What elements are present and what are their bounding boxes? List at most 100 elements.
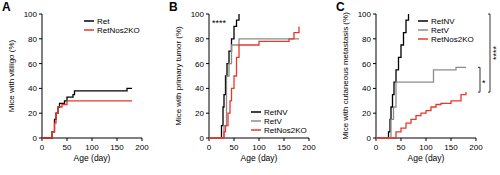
x-tick-label: 0 bbox=[374, 143, 379, 152]
legend: RetRetNos2KO bbox=[84, 17, 140, 35]
legend-swatch bbox=[251, 129, 261, 131]
y-tick-label: 100 bbox=[358, 10, 372, 19]
data-layer bbox=[209, 14, 299, 138]
y-tick-label: 100 bbox=[191, 10, 205, 19]
legend-label: RetV bbox=[264, 117, 282, 126]
x-tick bbox=[92, 138, 93, 141]
y-tick-label: 40 bbox=[28, 84, 37, 93]
x-tick bbox=[401, 138, 402, 141]
series-line bbox=[209, 39, 299, 138]
series-line bbox=[376, 67, 466, 138]
legend-label: RetNos2KO bbox=[264, 126, 307, 135]
x-tick bbox=[142, 138, 143, 141]
y-axis-label: Mice with vitiligo (%) bbox=[7, 39, 16, 112]
y-tick-label: 60 bbox=[195, 60, 204, 69]
y-tick bbox=[373, 63, 376, 64]
x-tick bbox=[451, 138, 452, 141]
y-axis-label: Mice with cutaneous metastasis (%) bbox=[341, 12, 350, 140]
significance-label: **** bbox=[212, 18, 227, 28]
x-tick-label: 200 bbox=[135, 143, 149, 152]
legend-label: RetNos2KO bbox=[97, 26, 140, 35]
y-tick bbox=[373, 138, 376, 139]
x-tick-label: 100 bbox=[85, 143, 99, 152]
data-layer bbox=[42, 88, 132, 138]
y-tick-label: 0 bbox=[367, 134, 372, 143]
series-line bbox=[376, 92, 466, 138]
x-tick bbox=[476, 138, 477, 141]
legend-label: RetNV bbox=[264, 108, 288, 117]
series-line bbox=[42, 88, 132, 138]
y-tick-label: 80 bbox=[195, 35, 204, 44]
y-tick-label: 100 bbox=[24, 10, 38, 19]
y-tick-label: 20 bbox=[195, 109, 204, 118]
y-tick-label: 20 bbox=[362, 109, 371, 118]
y-axis bbox=[376, 14, 377, 138]
y-tick bbox=[373, 38, 376, 39]
panel-label: C bbox=[336, 0, 345, 14]
panel: C050100150200020406080100Age (day)Mice w… bbox=[336, 0, 500, 163]
y-tick bbox=[373, 14, 376, 15]
legend-swatch bbox=[251, 111, 261, 113]
x-tick-label: 0 bbox=[207, 143, 212, 152]
y-tick bbox=[206, 14, 209, 15]
x-tick-label: 200 bbox=[302, 143, 316, 152]
legend-label: Ret bbox=[97, 17, 110, 26]
legend-label: RetV bbox=[431, 26, 449, 35]
x-tick bbox=[259, 138, 260, 141]
legend: RetNVRetVRetNos2KO bbox=[418, 17, 474, 44]
data-layer bbox=[376, 14, 466, 138]
figure: A050100150200020406080100Age (day)Mice w… bbox=[0, 0, 500, 175]
legend-swatch bbox=[418, 20, 428, 22]
series-line bbox=[209, 26, 299, 138]
y-tick-label: 40 bbox=[362, 84, 371, 93]
significance-label: **** bbox=[491, 46, 500, 61]
y-tick-label: 60 bbox=[28, 60, 37, 69]
y-tick bbox=[206, 88, 209, 89]
panel: A050100150200020406080100Age (day)Mice w… bbox=[2, 0, 149, 163]
x-tick-label: 150 bbox=[110, 143, 124, 152]
significance-label: * bbox=[482, 78, 486, 88]
x-tick-label: 200 bbox=[469, 143, 483, 152]
y-tick bbox=[39, 88, 42, 89]
legend-swatch bbox=[418, 29, 428, 31]
y-tick-label: 0 bbox=[200, 134, 205, 143]
y-tick bbox=[39, 63, 42, 64]
legend-swatch bbox=[84, 29, 94, 31]
x-tick bbox=[309, 138, 310, 141]
series-line bbox=[42, 101, 132, 138]
legend-swatch bbox=[251, 120, 261, 122]
y-tick-label: 60 bbox=[362, 60, 371, 69]
y-tick bbox=[373, 88, 376, 89]
x-tick-label: 50 bbox=[230, 143, 239, 152]
panel-label: A bbox=[2, 0, 11, 14]
y-tick bbox=[373, 113, 376, 114]
x-tick-label: 0 bbox=[40, 143, 45, 152]
x-tick bbox=[234, 138, 235, 141]
y-tick bbox=[39, 14, 42, 15]
legend-swatch bbox=[84, 20, 94, 22]
y-tick bbox=[39, 38, 42, 39]
panel: B050100150200020406080100Age (day)Mice w… bbox=[169, 0, 316, 163]
x-tick-label: 50 bbox=[397, 143, 406, 152]
x-tick-label: 50 bbox=[63, 143, 72, 152]
y-tick bbox=[206, 38, 209, 39]
y-tick-label: 80 bbox=[28, 35, 37, 44]
y-tick-label: 20 bbox=[28, 109, 37, 118]
y-axis bbox=[209, 14, 210, 138]
x-tick-label: 100 bbox=[419, 143, 433, 152]
y-tick-label: 0 bbox=[33, 134, 38, 143]
x-axis-label: Age (day) bbox=[408, 153, 445, 163]
x-tick bbox=[284, 138, 285, 141]
x-tick-label: 150 bbox=[277, 143, 291, 152]
x-axis-label: Age (day) bbox=[74, 153, 111, 163]
y-axis bbox=[42, 14, 43, 138]
x-tick bbox=[117, 138, 118, 141]
legend: RetNVRetVRetNos2KO bbox=[251, 108, 307, 135]
significance-bracket bbox=[488, 14, 490, 92]
y-tick bbox=[206, 63, 209, 64]
y-tick bbox=[206, 113, 209, 114]
y-tick bbox=[39, 138, 42, 139]
x-tick-label: 150 bbox=[444, 143, 458, 152]
y-axis-label: Mice with primary tumor (%) bbox=[174, 26, 183, 126]
x-tick bbox=[67, 138, 68, 141]
